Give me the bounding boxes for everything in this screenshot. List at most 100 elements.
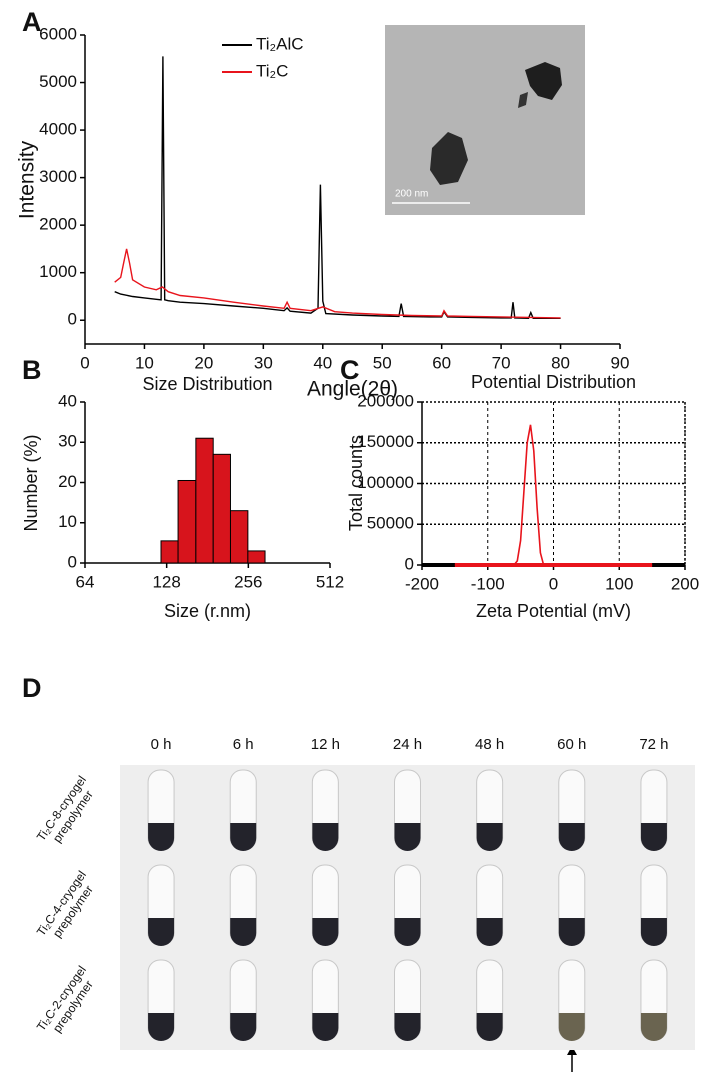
tube-liquid (312, 823, 339, 851)
tube-liquid (558, 918, 585, 947)
tube-liquid (148, 823, 175, 851)
x-axis-label: Zeta Potential (mV) (476, 601, 631, 621)
column-label: 24 h (393, 736, 422, 753)
y-tick-label: 5000 (39, 72, 77, 91)
tube (476, 769, 504, 851)
x-tick-label: 70 (492, 353, 511, 372)
tube (311, 864, 339, 947)
tube-liquid (230, 1013, 257, 1042)
tube (311, 959, 339, 1041)
bar (177, 479, 197, 564)
tube (147, 864, 175, 947)
panel-label: A (22, 7, 42, 37)
tube-liquid (476, 823, 503, 851)
chart-title: Potential Distribution (471, 372, 636, 392)
y-tick-label: 40 (58, 391, 77, 410)
bar (160, 540, 179, 564)
y-tick-label: 100000 (357, 473, 414, 492)
bar (229, 510, 249, 564)
tube (394, 864, 421, 946)
tube-liquid (230, 918, 257, 946)
x-tick-label: 80 (551, 353, 570, 372)
y-tick-label: 2000 (39, 215, 77, 234)
data-line (114, 248, 561, 319)
tube (640, 959, 668, 1041)
panel-label: D (22, 673, 42, 703)
tube (229, 864, 257, 946)
panel-label: B (22, 355, 42, 385)
arrow (567, 1046, 577, 1072)
x-tick-label: 10 (135, 353, 154, 372)
x-tick-label: -100 (471, 574, 505, 593)
tube (558, 959, 586, 1041)
y-tick-label: 10 (58, 512, 77, 531)
tube (476, 959, 504, 1041)
bar (247, 550, 266, 564)
tube-liquid (312, 918, 339, 947)
y-tick-label: 4000 (39, 120, 77, 139)
tube-liquid (394, 823, 421, 851)
y-tick-label: 1000 (39, 262, 77, 281)
x-axis-label: Size (r.nm) (164, 601, 251, 621)
tube (147, 769, 175, 851)
tube (229, 959, 257, 1042)
column-label: 72 h (639, 736, 668, 753)
chart-title: Size Distribution (142, 374, 272, 394)
tube-liquid (558, 823, 585, 851)
column-label: 48 h (475, 736, 504, 753)
x-tick-label: 30 (254, 353, 273, 372)
tube (147, 959, 175, 1041)
y-tick-label: 20 (58, 472, 77, 491)
data-line (454, 424, 653, 566)
tube-liquid (476, 1013, 503, 1041)
tube-liquid (558, 1013, 585, 1041)
row-label: Ti₂C-4-cryogelprepolymer (34, 868, 101, 947)
tube (394, 959, 421, 1041)
x-tick-label: 60 (432, 353, 451, 372)
x-tick-label: 64 (76, 572, 95, 591)
x-tick-label: 90 (611, 353, 630, 372)
x-tick-label: 20 (194, 353, 213, 372)
y-axis-label: Number (%) (21, 434, 41, 531)
y-tick-label: 150000 (357, 432, 414, 451)
y-tick-label: 3000 (39, 167, 77, 186)
x-tick-label: 128 (152, 572, 180, 591)
tube (640, 769, 668, 851)
x-tick-label: 50 (373, 353, 392, 372)
tube-liquid (640, 918, 667, 947)
tube-liquid (312, 1013, 339, 1041)
x-tick-label: 100 (605, 574, 633, 593)
column-label: 6 h (233, 736, 254, 753)
column-label: 12 h (311, 736, 340, 753)
bar (212, 453, 231, 564)
y-tick-label: 200000 (357, 391, 414, 410)
tube-liquid (148, 918, 175, 947)
y-axis-label: Intensity (16, 140, 39, 219)
x-axis-label: Angle(2θ) (307, 378, 398, 401)
x-tick-label: 0 (549, 574, 558, 593)
tube-liquid (640, 823, 667, 851)
tube (394, 769, 421, 851)
tube-liquid (640, 1013, 667, 1041)
tube-liquid (230, 823, 257, 851)
y-tick-label: 0 (405, 554, 414, 573)
x-tick-label: 40 (313, 353, 332, 372)
x-tick-label: 0 (80, 353, 89, 372)
tube (311, 769, 339, 851)
column-label: 60 h (557, 736, 586, 753)
row-label: Ti₂C-8-cryogelprepolymer (34, 773, 101, 852)
legend-label: Ti₂AlC (256, 34, 304, 53)
bar (195, 437, 214, 564)
tube-liquid (394, 918, 421, 946)
x-tick-label: 256 (234, 572, 262, 591)
panel-label: C (340, 355, 360, 385)
tube-liquid (476, 918, 503, 947)
tube (476, 864, 504, 947)
x-tick-label: 512 (316, 572, 344, 591)
tube (558, 769, 586, 851)
y-tick-label: 6000 (39, 24, 77, 43)
tube (558, 864, 586, 947)
x-tick-label: -200 (405, 574, 439, 593)
tube-liquid (148, 1013, 175, 1041)
